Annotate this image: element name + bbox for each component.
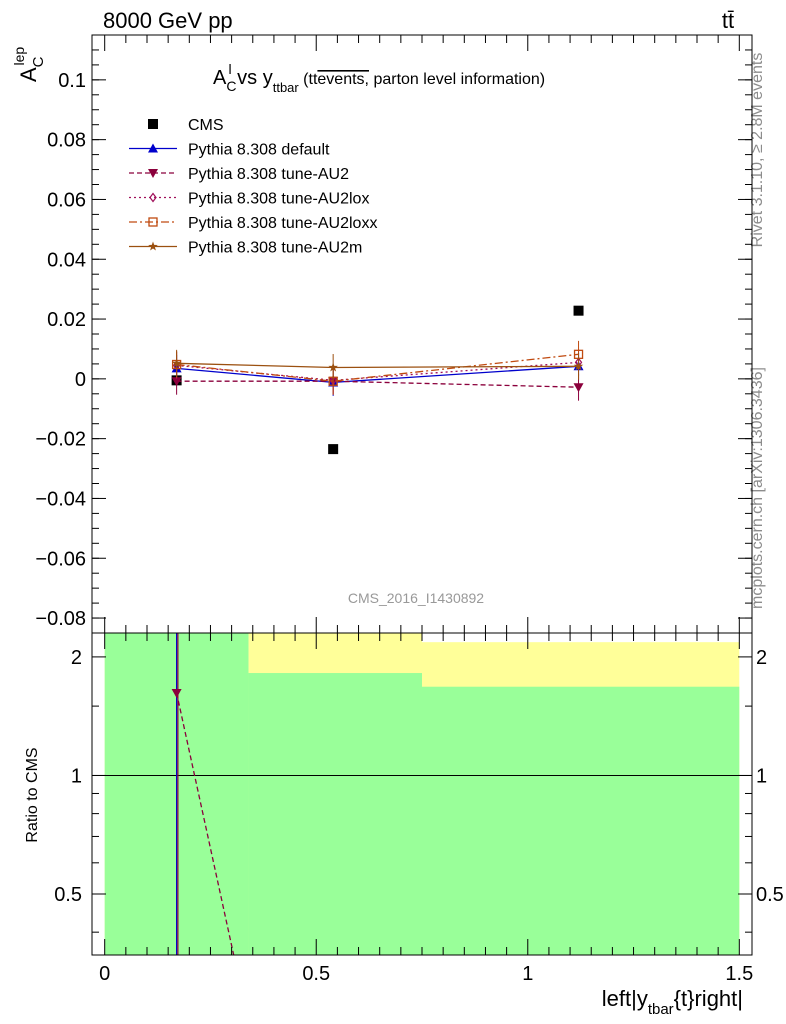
ratio-y-tick-label-right: 2 bbox=[756, 647, 767, 669]
legend-marker bbox=[148, 169, 158, 178]
ratio-y-tick-label-right: 0.5 bbox=[756, 884, 784, 906]
series-line bbox=[176, 353, 579, 382]
x-tick-label: 1 bbox=[522, 963, 533, 985]
legend-marker bbox=[148, 119, 158, 129]
legend-label: Pythia 8.308 tune-AU2 bbox=[188, 166, 349, 183]
series-2 bbox=[171, 367, 584, 401]
legend-marker bbox=[149, 192, 157, 203]
legend-marker bbox=[148, 241, 158, 251]
x-tick-label: 0.5 bbox=[302, 963, 330, 985]
main-series bbox=[171, 305, 584, 455]
series-line bbox=[176, 365, 579, 384]
ratio-y-ticks: 0.5 0.5 1 1 2 2 bbox=[54, 647, 784, 933]
ratio-content bbox=[92, 633, 752, 955]
ratio-x-ticks: 0 0.5 1 1.5 bbox=[99, 633, 753, 985]
main-y-tick-label: 0.04 bbox=[47, 249, 86, 271]
process-label: tt̄ bbox=[722, 8, 734, 33]
main-y-tick-label: −0.02 bbox=[35, 429, 86, 451]
ratio-panel: 0.5 0.5 1 1 2 2 0 0.5 1 1.5 Ratio to CMS left|yt… bbox=[24, 632, 784, 1018]
main-y-tick-label: 0.06 bbox=[47, 189, 86, 211]
series-5 bbox=[171, 349, 584, 381]
ratio-band-green bbox=[422, 686, 740, 955]
main-y-tick-label: 0 bbox=[75, 369, 86, 391]
plot-title: ACl vs yttbar (ttevents, parton level in… bbox=[213, 61, 545, 95]
ratio-band-green bbox=[248, 673, 422, 955]
legend-label: CMS bbox=[188, 117, 224, 134]
main-y-tick-label: 0.02 bbox=[47, 309, 86, 331]
legend-item: Pythia 8.308 tune-AU2m bbox=[129, 240, 362, 257]
ratio-line bbox=[175, 692, 235, 955]
legend-item: Pythia 8.308 tune-AU2 bbox=[129, 166, 349, 183]
x-tick-label: 0 bbox=[99, 963, 110, 985]
rivet-version-label: Rivet 3.1.10, ≥ 2.8M events bbox=[749, 53, 766, 248]
x-axis-label: left|ytbar{t}right| bbox=[602, 986, 743, 1018]
main-y-ticks: −0.08 −0.06 −0.04 −0.02 0 0.02 0.04 0.06 0.08 0.1 bbox=[35, 49, 752, 634]
main-y-tick-label: 0.08 bbox=[47, 130, 86, 152]
legend-label: Pythia 8.308 tune-AU2m bbox=[188, 240, 362, 257]
series-point bbox=[171, 358, 182, 368]
legend-item: Pythia 8.308 tune-AU2loxx bbox=[129, 215, 377, 232]
series-point bbox=[573, 361, 584, 371]
series-point bbox=[573, 305, 584, 316]
ratio-y-tick-label: 1 bbox=[71, 765, 82, 787]
source-label: mcplots.cern.ch [arXiv:1306.3436] bbox=[749, 367, 766, 609]
legend-marker bbox=[148, 143, 158, 153]
ratio-y-label: Ratio to CMS bbox=[24, 747, 41, 842]
series-3 bbox=[172, 348, 583, 394]
ratio-y-tick-label-right: 1 bbox=[756, 765, 767, 787]
series-line bbox=[176, 362, 579, 369]
legend-marker bbox=[148, 217, 158, 227]
legend-label: Pythia 8.308 tune-AU2lox bbox=[188, 191, 369, 208]
series-point bbox=[171, 377, 182, 387]
ratio-y-tick-label: 2 bbox=[71, 647, 82, 669]
legend-item: Pythia 8.308 default bbox=[129, 142, 330, 159]
ratio-y-tick-label: 0.5 bbox=[54, 884, 82, 906]
energy-label: 8000 GeV pp bbox=[103, 8, 233, 33]
series-line bbox=[176, 380, 579, 388]
series-line bbox=[176, 361, 579, 381]
series-point bbox=[328, 362, 338, 372]
x-tick-label: 1.5 bbox=[725, 963, 753, 985]
main-y-tick-label: −0.04 bbox=[35, 488, 86, 510]
analysis-watermark: CMS_2016_I1430892 bbox=[348, 590, 484, 606]
main-panel: −0.08 −0.06 −0.04 −0.02 0 0.02 0.04 0.06 0.08 0.1… bbox=[11, 34, 753, 634]
main-y-tick-label: −0.08 bbox=[35, 608, 86, 630]
title-sup-l: l bbox=[228, 61, 231, 77]
title-sub-c: C bbox=[226, 78, 236, 94]
series-point bbox=[328, 444, 339, 455]
series-point bbox=[573, 383, 584, 393]
main-x-ticks bbox=[104, 35, 740, 633]
main-y-tick-label: −0.06 bbox=[35, 548, 86, 570]
legend-item: CMS bbox=[148, 117, 224, 134]
ratio-bands bbox=[104, 633, 740, 955]
series-1 bbox=[171, 352, 584, 396]
legend-label: Pythia 8.308 default bbox=[188, 142, 330, 159]
legend-item: Pythia 8.308 tune-AU2lox bbox=[129, 191, 369, 208]
legend: CMS Pythia 8.308 default Pythia 8.308 tune… bbox=[129, 117, 377, 257]
main-y-tick-label: 0.1 bbox=[58, 70, 86, 92]
main-y-label: AClep bbox=[11, 47, 47, 82]
ratio-marker bbox=[171, 688, 182, 698]
title-overline: events, bbox=[317, 71, 369, 88]
legend-label: Pythia 8.308 tune-AU2loxx bbox=[188, 215, 377, 232]
